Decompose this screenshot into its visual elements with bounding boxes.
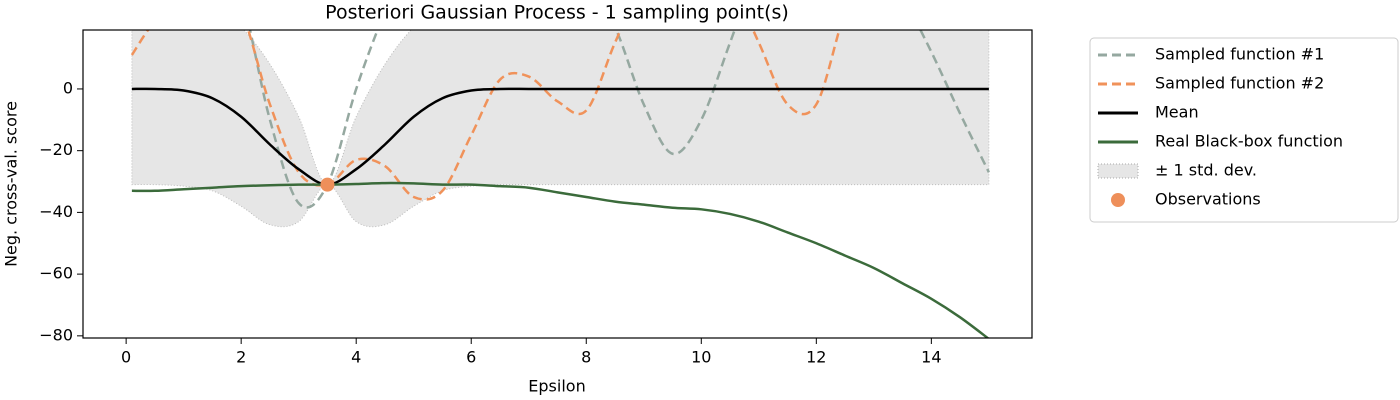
x-axis-label: Epsilon [528,377,585,396]
legend-swatch [1111,193,1125,207]
y-axis-label: Neg. cross-val. score [2,101,21,267]
legend-label: Sampled function #1 [1155,45,1324,64]
series-line [130,30,841,201]
x-tick-label: 8 [581,348,591,367]
x-tick-label: 6 [466,348,476,367]
legend-label: Sampled function #2 [1155,74,1324,93]
series-line [131,181,990,338]
y-tick-label: 0 [63,78,73,97]
plot-frame [82,29,1033,339]
x-tick-label: 0 [121,348,131,367]
legend-box [1089,37,1399,223]
y-tick-label: −80 [39,325,73,344]
series-line [131,87,989,186]
legend-swatch [1097,163,1139,179]
legend-label: Mean [1155,103,1199,122]
x-tick-label: 4 [351,348,361,367]
x-tick-label: 12 [806,348,826,367]
legend-label: Observations [1155,190,1261,209]
plot-area [130,30,990,338]
x-tick-label: 14 [921,348,941,367]
y-tick-label: −60 [39,264,73,283]
observation-point [320,177,335,192]
legend-label: Real Black-box function [1155,132,1343,151]
legend-label: ± 1 std. dev. [1155,161,1257,180]
chart-title: Posteriori Gaussian Process - 1 sampling… [325,2,789,24]
x-tick-label: 10 [691,348,711,367]
y-tick-label: −40 [39,202,73,221]
x-tick-label: 2 [236,348,246,367]
y-tick-label: −20 [39,140,73,159]
